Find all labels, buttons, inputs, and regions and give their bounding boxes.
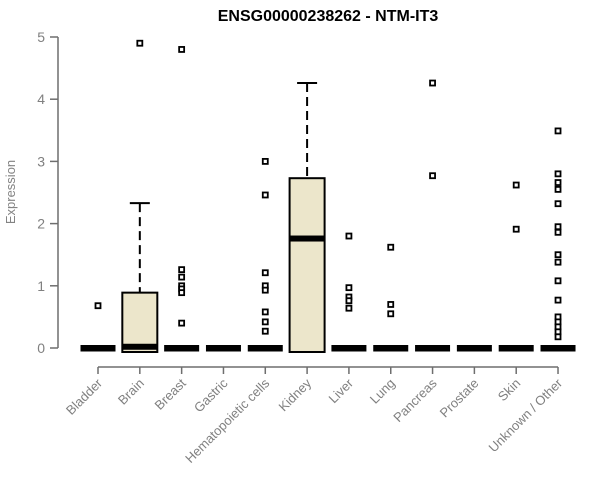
boxplot-bladder [80,302,116,352]
y-tick-label: 1 [37,278,45,294]
x-tick-label: Gastric [191,375,231,415]
median-line [289,235,325,242]
outlier-point [178,46,186,53]
collapsed-box [498,345,534,352]
outlier-point [261,191,269,199]
boxplot-kidney [288,82,326,353]
y-tick-label: 0 [37,340,45,356]
x-tick-label: Brain [115,376,147,408]
boxplot-breast [164,46,200,352]
collapsed-box [415,345,451,352]
x-tick-label: Kidney [276,375,315,414]
outlier-point [178,289,186,297]
outlier-point [554,170,562,178]
outlier-point [178,273,186,281]
outlier-point [178,266,186,274]
outlier-point [345,284,353,292]
outlier-point [429,79,436,87]
outlier-point [512,225,520,233]
outlier-point [136,39,144,47]
outlier-point [554,333,562,341]
outlier-point [429,172,436,180]
collapsed-box [373,345,409,352]
outlier-point [387,310,395,318]
boxplot-skin [498,181,534,352]
outlier-point [345,297,353,305]
iqr-box [121,291,159,353]
x-tick-label: Prostate [437,376,482,421]
x-tick-label: Breast [152,375,189,412]
outlier-point [554,296,562,304]
median-line [122,343,158,350]
outlier-point [345,304,353,312]
collapsed-box [164,345,200,352]
outlier-point [178,319,186,327]
iqr-box [288,177,326,353]
collapsed-box [247,345,283,352]
boxplot-hematopoietic-cells [247,157,283,352]
outlier-point [261,269,269,277]
outlier-point [554,179,562,186]
collapsed-box [540,345,576,352]
outlier-point [554,127,562,135]
outlier-point [261,308,269,316]
x-tick-label: Liver [326,375,357,406]
outlier-point [554,185,562,193]
x-tick-label: Lung [367,376,398,407]
collapsed-box [331,345,367,352]
boxplot-unknown-other [540,127,576,352]
collapsed-box [80,345,116,352]
y-axis: 0 1 2 3 4 5 [37,29,59,356]
y-axis-label: Expression [3,160,18,224]
boxplot-pancreas [415,79,451,352]
boxplot-prostate [456,345,492,352]
outlier-point [261,318,269,326]
outlier-point [261,327,269,335]
collapsed-box [205,345,241,352]
outlier-point [554,277,562,285]
outlier-point [554,228,562,236]
outlier-point [554,200,562,208]
y-tick-label: 2 [37,216,45,232]
outlier-point [387,243,395,251]
outlier-point [554,223,562,231]
y-tick-label: 5 [37,29,45,45]
outlier-point [94,302,102,310]
boxplot-lung [373,243,409,352]
y-tick-label: 3 [37,153,45,169]
boxplot-gastric [205,345,241,352]
y-tick-label: 4 [37,91,45,107]
outlier-point [345,232,353,240]
outlier-point [512,181,520,189]
x-tick-label: Unknown / Other [486,375,566,455]
outlier-point [387,301,395,308]
outlier-point [261,286,269,294]
x-tick-label: Pancreas [390,375,440,425]
boxplot-liver [331,232,367,352]
x-tick-label: Skin [495,376,523,404]
chart-title: ENSG00000238262 - NTM-IT3 [218,8,439,25]
x-tick-label: Bladder [63,375,106,418]
outlier-point [554,251,562,259]
boxplot-brain [121,39,159,353]
outlier-point [261,157,269,165]
outlier-point [554,258,562,266]
collapsed-box [456,345,492,352]
